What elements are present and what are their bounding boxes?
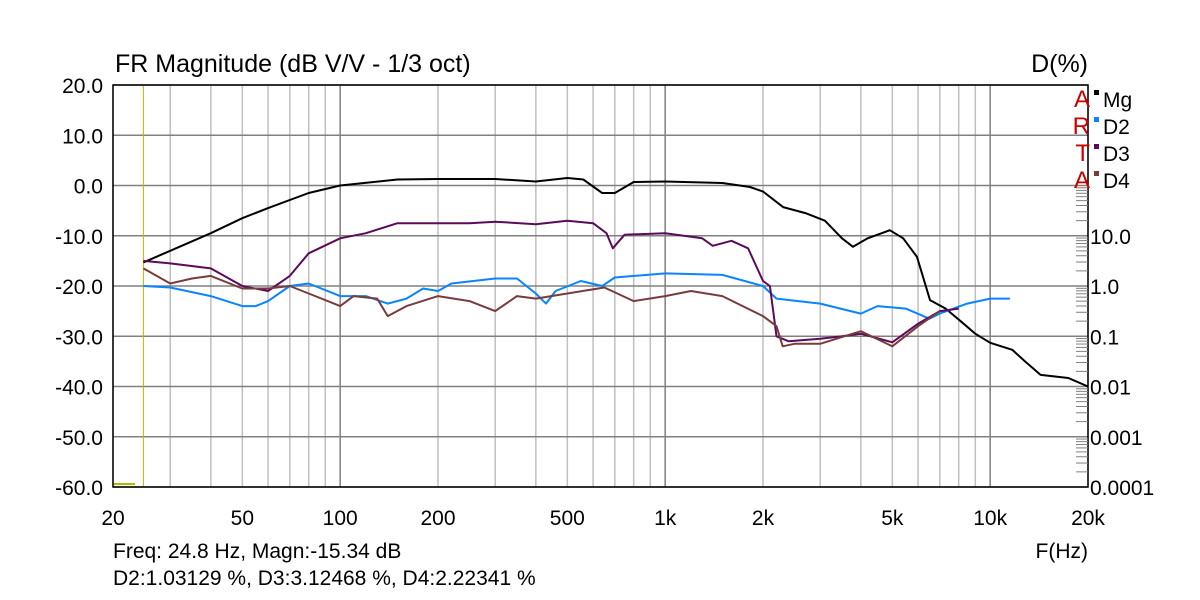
legend-swatch-mg [1094, 90, 1099, 95]
y-tick-label: -10.0 [55, 226, 103, 249]
right-tick-label: 0.1 [1090, 326, 1119, 349]
plot-frame [112, 84, 1089, 488]
legend-label-d3: D3 [1103, 143, 1130, 166]
watermark-letter: A [1074, 86, 1090, 113]
x-axis-label: F(Hz) [1036, 540, 1088, 563]
series-lines [142, 177, 1089, 388]
x-tick-label: 50 [231, 507, 254, 530]
legend-label-d4: D4 [1103, 170, 1130, 193]
watermark-letter: R [1073, 113, 1090, 140]
y-tick-label: 20.0 [62, 75, 103, 98]
right-tick-label: 0.0001 [1090, 477, 1154, 500]
readout-line-2: D2:1.03129 %, D3:3.12468 %, D4:2.22341 % [113, 567, 536, 590]
readout-line-1: Freq: 24.8 Hz, Magn:-15.34 dB [113, 540, 401, 563]
y-tick-label: -40.0 [55, 377, 103, 400]
x-tick-label: 10k [973, 507, 1007, 530]
legend-label-d2: D2 [1103, 116, 1130, 139]
x-tick-label: 500 [550, 507, 585, 530]
y-tick-label: -50.0 [55, 427, 103, 450]
series-line-d4 [142, 267, 941, 348]
y-tick-label: 10.0 [62, 125, 103, 148]
x-tick-label: 20 [101, 507, 124, 530]
y-tick-label: -20.0 [55, 276, 103, 299]
y-tick-label: 0.0 [74, 176, 103, 199]
right-axis-title: D(%) [1031, 50, 1088, 78]
y-tick-label: -60.0 [55, 477, 103, 500]
x-tick-label: 5k [881, 507, 904, 530]
watermark-letter: A [1074, 167, 1090, 194]
legend-label-mg: Mg [1103, 89, 1132, 112]
series-line-d3 [143, 219, 959, 344]
chart-title: FR Magnitude (dB V/V - 1/3 oct) [115, 50, 471, 78]
legend-swatch-d3 [1094, 144, 1099, 149]
legend: Mg D2 D3 D4 [1094, 89, 1132, 193]
series-line-d2 [143, 272, 1010, 320]
axes: 20.0 10.0 0.0 -10.0 -20.0 -30.0 -40.0 -50.0 -60.… [55, 75, 1154, 530]
right-tick-label: 10.0 [1090, 226, 1131, 249]
legend-swatch-d4 [1094, 171, 1099, 176]
right-tick-label: 1.0 [1090, 276, 1119, 299]
y-tick-label: -30.0 [55, 326, 103, 349]
x-tick-label: 1k [654, 507, 677, 530]
watermark-letter: T [1075, 140, 1090, 167]
series-line-mg [143, 177, 1089, 388]
x-tick-label: 100 [323, 507, 358, 530]
right-tick-label: 0.001 [1090, 427, 1143, 450]
x-tick-label: 2k [752, 507, 775, 530]
legend-swatch-d2 [1094, 117, 1099, 122]
x-tick-label: 20k [1071, 507, 1105, 530]
right-tick-label: 0.01 [1090, 377, 1131, 400]
x-tick-label: 200 [420, 507, 455, 530]
